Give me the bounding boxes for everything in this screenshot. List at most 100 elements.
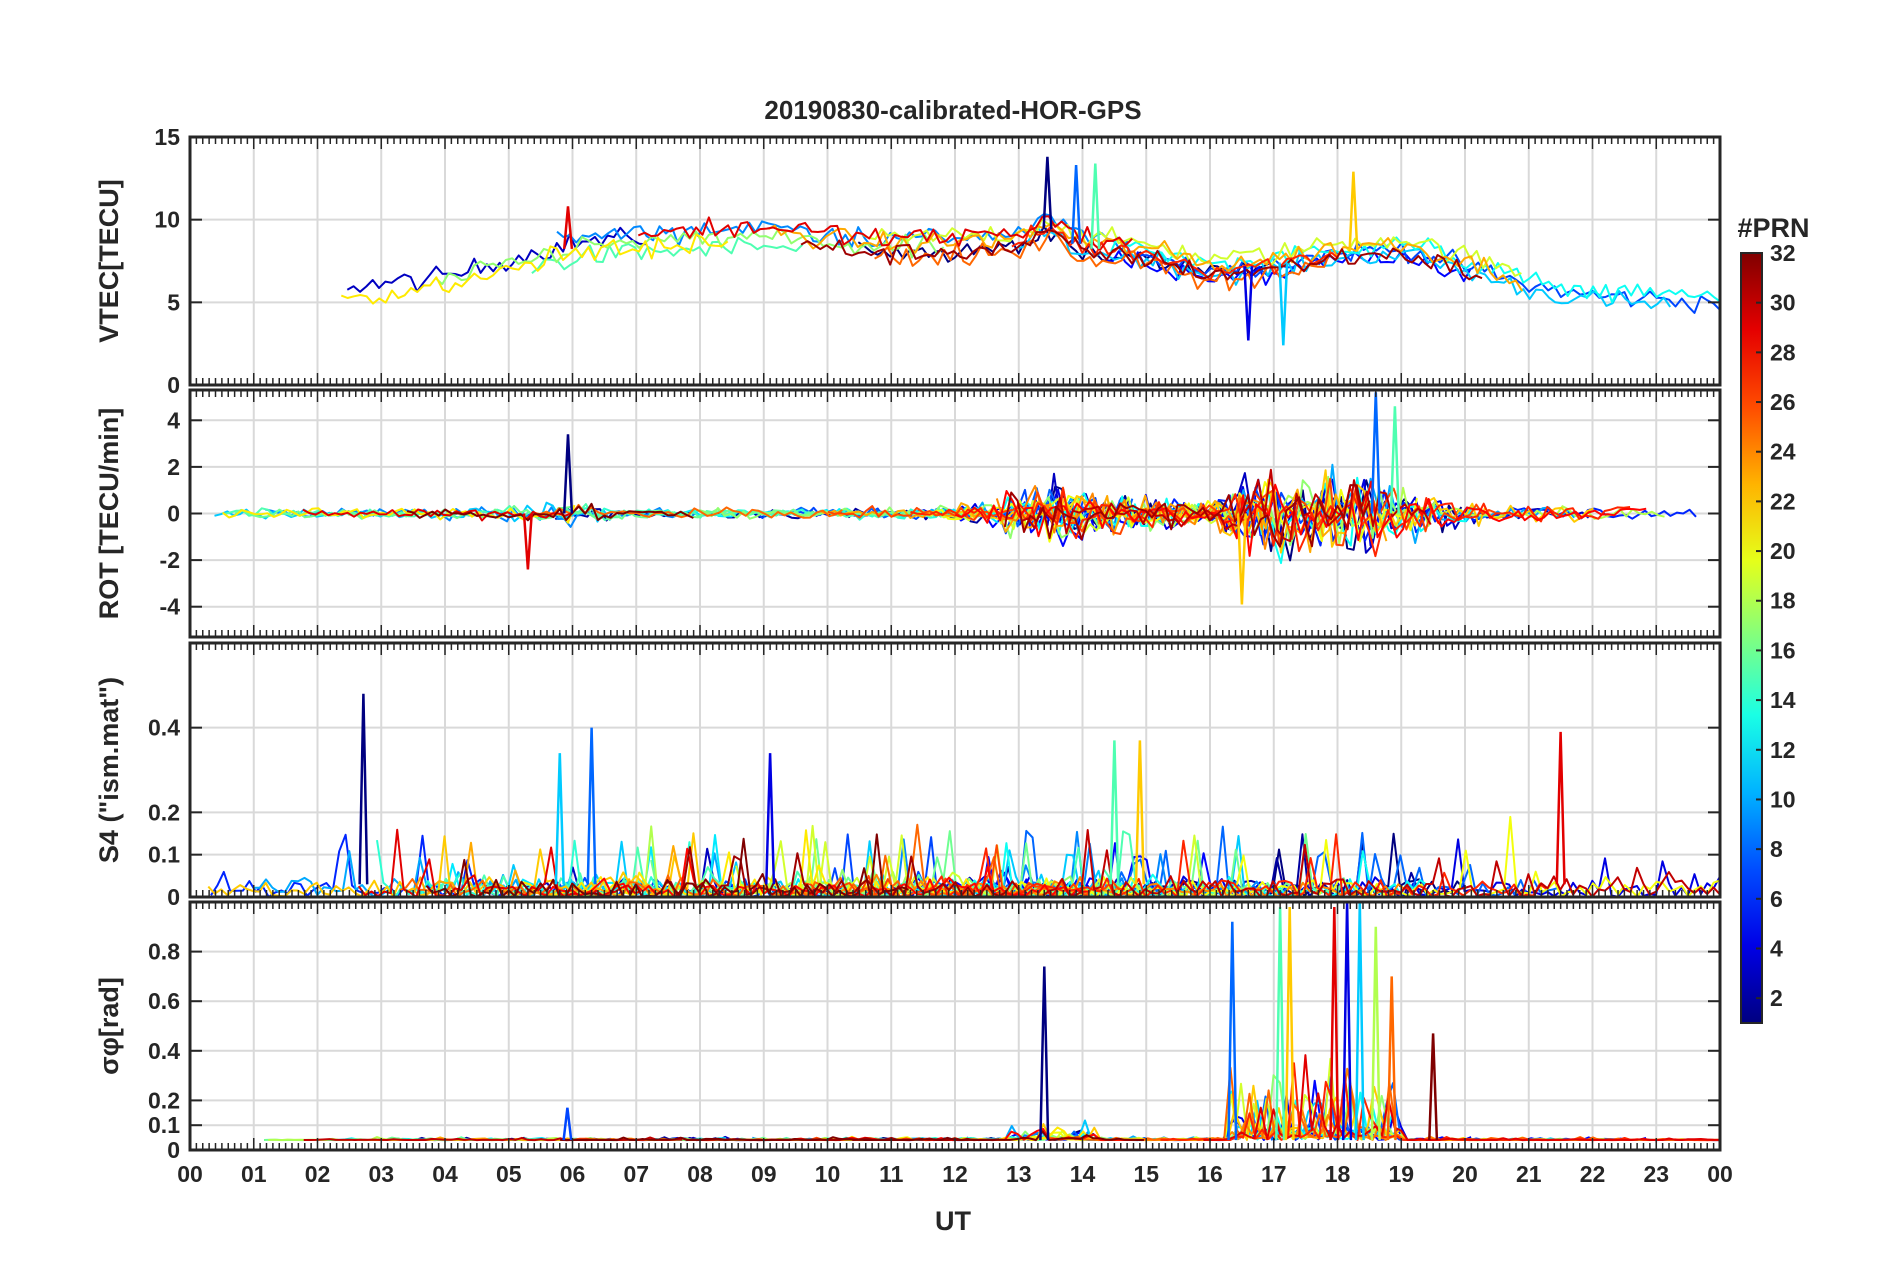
prn-trace	[874, 226, 1332, 292]
data-peak	[1039, 966, 1050, 1141]
x-tick-label: 20	[1452, 1161, 1478, 1187]
traces	[340, 156, 1721, 346]
data-peak	[1386, 976, 1397, 1141]
prn-trace	[767, 224, 1524, 292]
data-peak	[562, 434, 574, 514]
data-peak	[1042, 156, 1053, 230]
x-tick-label: 17	[1261, 1161, 1287, 1187]
data-peak	[586, 727, 597, 885]
x-tick-label: 02	[305, 1161, 331, 1187]
prn-trace	[664, 846, 1020, 898]
x-tick-label: 08	[687, 1161, 713, 1187]
prn-trace	[1011, 224, 1339, 281]
data-peak	[562, 1107, 573, 1141]
data-peak	[1071, 165, 1082, 244]
x-tick-label: 14	[1070, 1161, 1096, 1187]
y-axis-label: σφ[rad]	[94, 977, 124, 1075]
colorbar-tick-label: 28	[1770, 339, 1796, 365]
ticks	[189, 136, 1721, 386]
prn-trace	[1203, 1054, 1721, 1142]
y-tick-label: 0.4	[148, 715, 180, 741]
prn-trace	[928, 833, 1547, 898]
x-tick-label: 18	[1325, 1161, 1351, 1187]
colorbar-tick-label: 2	[1770, 985, 1783, 1011]
prn-trace	[1003, 484, 1371, 548]
x-tick-label: 04	[432, 1161, 458, 1187]
x-tick-label: 09	[751, 1161, 777, 1187]
y-tick-label: 0	[167, 884, 180, 910]
y-tick-label: 10	[154, 207, 180, 233]
y-tick-label: 0	[167, 372, 180, 398]
y-tick-label: 0	[167, 501, 180, 527]
data-peak	[1243, 266, 1254, 341]
colorbar-tick-label: 8	[1770, 836, 1783, 862]
y-tick-label: 0	[167, 1137, 180, 1163]
prn-trace	[340, 233, 729, 305]
y-tick-label: 0.8	[148, 939, 180, 965]
x-tick-label: 22	[1580, 1161, 1606, 1187]
prn-trace	[406, 502, 694, 522]
x-tick-label: 03	[368, 1161, 394, 1187]
ticks	[189, 643, 1721, 897]
x-tick-label: 10	[815, 1161, 841, 1187]
data-peak	[1278, 262, 1289, 346]
x-tick-label: 19	[1388, 1161, 1414, 1187]
data-peak	[1134, 740, 1145, 885]
y-tick-label: -4	[160, 594, 181, 620]
colorbar-tick-label: 10	[1770, 786, 1796, 812]
x-tick-label: 07	[623, 1161, 649, 1187]
x-tick-label: 01	[241, 1161, 267, 1187]
panel-sigma_phi: 00.10.2 0.4 0.6 0.8 σφ[rad]	[94, 900, 1722, 1163]
x-tick-label: 06	[560, 1161, 586, 1187]
x-tick-label: 11	[879, 1161, 904, 1187]
x-tick-label: 21	[1516, 1161, 1542, 1187]
data-peak	[1236, 513, 1247, 605]
colorbar-tick-label: 30	[1770, 290, 1796, 316]
colorbar-tick-label: 20	[1770, 538, 1796, 564]
data-peak	[1428, 1033, 1439, 1141]
x-tick-label: 00	[1707, 1161, 1733, 1187]
data-peak	[562, 206, 574, 250]
x-tick-label: 12	[942, 1161, 968, 1187]
colorbar-tick-label: 26	[1770, 389, 1796, 415]
colorbar-tick-label: 4	[1770, 935, 1783, 961]
colorbar-tick-label: 18	[1770, 588, 1796, 614]
colorbar-tick-label: 12	[1770, 737, 1796, 763]
ticks	[189, 390, 1721, 637]
prn-trace	[1109, 236, 1721, 304]
colorbar-tick-label: 32	[1770, 240, 1796, 266]
data-peak	[358, 693, 369, 885]
data-peak	[765, 753, 776, 885]
ticks	[189, 902, 1721, 1150]
data-peak	[1389, 406, 1400, 514]
prn-trace	[560, 1130, 1144, 1142]
data-peak	[1329, 906, 1340, 1141]
prn-trace	[346, 226, 646, 293]
y-tick-label: 2	[167, 454, 180, 480]
y-tick-label: 0.1	[148, 1112, 180, 1138]
traces	[263, 901, 1721, 1142]
colorbar-tick-label: 6	[1770, 886, 1783, 912]
y-axis-label: VTEC[TECU]	[94, 179, 124, 343]
x-tick-label: 13	[1006, 1161, 1032, 1187]
y-tick-label: 0.1	[148, 842, 180, 868]
x-tick-label: 00	[177, 1161, 203, 1187]
data-peak	[1348, 171, 1359, 252]
y-tick-label: 0.2	[148, 1087, 180, 1113]
y-axis-label: ROT [TECU/min]	[94, 408, 124, 619]
colorbar-tick-label: 16	[1770, 637, 1796, 663]
prn-trace	[1021, 468, 1432, 543]
panel-s4: 0 0.1 0.2 0.4 S4 ("ism.mat")	[94, 641, 1722, 910]
x-tick-label: 15	[1133, 1161, 1159, 1187]
y-tick-label: -2	[160, 547, 180, 573]
prn-trace	[800, 229, 1483, 281]
y-tick-label: 5	[167, 289, 180, 315]
data-peak	[1090, 163, 1101, 249]
y-tick-label: 0.2	[148, 799, 180, 825]
chart-title: 20190830-calibrated-HOR-GPS	[764, 95, 1141, 125]
colorbar-gradient	[1740, 252, 1763, 1024]
data-peak	[1370, 926, 1381, 1141]
y-axis-label: S4 ("ism.mat")	[94, 677, 124, 863]
